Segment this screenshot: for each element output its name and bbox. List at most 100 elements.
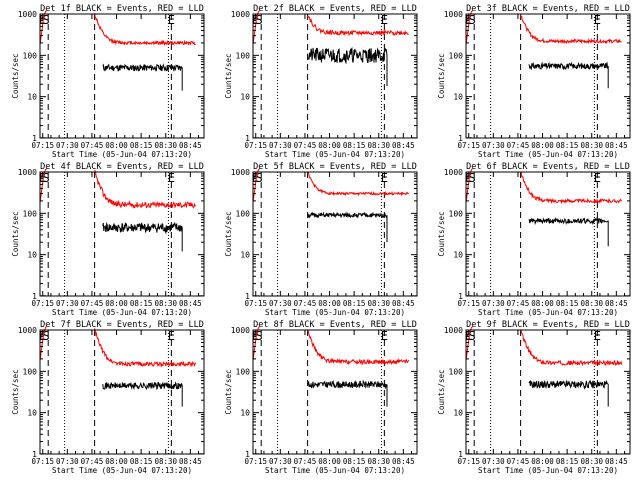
y-tick-label: 1000 <box>231 326 250 335</box>
y-tick-label: 10 <box>27 409 37 418</box>
x-tick-label: 08:15 <box>130 141 153 150</box>
y-axis-label: Counts/sec <box>437 369 446 414</box>
x-axis-label: Start Time (05-Jun-04 07:13:20) <box>265 466 405 475</box>
chart-title: Det 7f BLACK = Events, RED = LLD <box>40 320 204 330</box>
x-tick-label: 08:30 <box>154 457 177 466</box>
events-series-line <box>307 46 388 87</box>
plot-frame <box>252 329 418 455</box>
x-tick-label: 08:30 <box>580 141 603 150</box>
x-tick-label: 07:15 <box>457 141 480 150</box>
events-series-line <box>102 381 183 407</box>
lld-series-line <box>307 329 410 366</box>
x-tick-label: 07:45 <box>294 141 317 150</box>
lld-series-line <box>520 14 622 45</box>
chart-title: Det 4f BLACK = Events, RED = LLD <box>40 162 204 172</box>
x-tick-label: 08:45 <box>605 141 628 150</box>
y-axis-label: Counts/sec <box>224 369 233 414</box>
lld-series-line <box>520 329 623 367</box>
events-series-line <box>528 61 609 89</box>
lld-series-line <box>520 171 623 205</box>
lld-series-early-line <box>465 325 474 361</box>
x-tick-label: 08:30 <box>154 141 177 150</box>
marker-label: S <box>42 329 49 343</box>
x-tick-label: 08:15 <box>556 299 579 308</box>
y-axis-label: Counts/sec <box>11 369 20 414</box>
events-series-line <box>528 216 609 247</box>
marker-label: E <box>381 329 388 343</box>
events-series-line <box>102 221 183 252</box>
marker-label: E <box>381 171 388 185</box>
x-tick-label: 07:30 <box>482 141 505 150</box>
y-tick-label: 1000 <box>18 10 37 19</box>
y-tick-label: 1 <box>32 292 37 301</box>
x-tick-label: 07:15 <box>244 457 267 466</box>
events-series-line <box>528 379 609 407</box>
y-axis-label: Counts/sec <box>11 211 20 256</box>
y-tick-label: 1000 <box>444 10 463 19</box>
chart-title: Det 1f BLACK = Events, RED = LLD <box>40 4 204 14</box>
x-tick-label: 07:15 <box>244 299 267 308</box>
x-tick-label: 08:15 <box>343 457 366 466</box>
x-tick-label: 07:45 <box>507 299 530 308</box>
lld-series-early-line <box>39 167 48 203</box>
x-tick-label: 08:30 <box>580 457 603 466</box>
y-tick-label: 1 <box>458 450 463 459</box>
y-tick-label: 100 <box>449 209 464 218</box>
y-tick-label: 1 <box>245 450 250 459</box>
x-tick-label: 07:30 <box>56 141 79 150</box>
x-tick-label: 08:00 <box>105 299 128 308</box>
y-tick-label: 1000 <box>444 326 463 335</box>
x-tick-label: 08:45 <box>179 141 202 150</box>
plot-frame <box>39 171 205 297</box>
marker-label: E <box>594 329 601 343</box>
y-tick-label: 100 <box>23 209 38 218</box>
y-tick-label: 100 <box>236 367 251 376</box>
x-axis-label: Start Time (05-Jun-04 07:13:20) <box>52 150 192 159</box>
x-axis-label: Start Time (05-Jun-04 07:13:20) <box>478 466 618 475</box>
x-tick-label: 07:15 <box>31 141 54 150</box>
y-tick-label: 1 <box>32 450 37 459</box>
x-tick-label: 08:30 <box>367 299 390 308</box>
y-tick-label: 10 <box>453 93 463 102</box>
lld-series-line <box>94 13 196 47</box>
y-tick-label: 1000 <box>231 168 250 177</box>
y-tick-label: 100 <box>23 367 38 376</box>
x-axis-label: Start Time (05-Jun-04 07:13:20) <box>265 150 405 159</box>
x-tick-label: 07:30 <box>482 457 505 466</box>
x-tick-label: 08:15 <box>343 299 366 308</box>
x-tick-label: 07:45 <box>507 141 530 150</box>
x-tick-label: 07:15 <box>244 141 267 150</box>
x-tick-label: 08:00 <box>531 457 554 466</box>
lld-series-early-line <box>39 325 48 361</box>
lld-series-line <box>307 171 409 197</box>
lld-series-early-line <box>252 325 261 361</box>
x-tick-label: 07:45 <box>294 457 317 466</box>
y-tick-label: 100 <box>449 367 464 376</box>
marker-label: S <box>255 13 262 27</box>
y-tick-label: 1 <box>32 134 37 143</box>
y-tick-label: 100 <box>449 51 464 60</box>
x-tick-label: 07:30 <box>56 457 79 466</box>
marker-label: S <box>42 13 49 27</box>
y-tick-label: 10 <box>240 93 250 102</box>
x-axis-label: Start Time (05-Jun-04 07:13:20) <box>52 466 192 475</box>
x-tick-label: 07:45 <box>81 299 104 308</box>
y-tick-label: 100 <box>23 51 38 60</box>
chart-title: Det 6f BLACK = Events, RED = LLD <box>466 162 630 172</box>
x-tick-label: 08:45 <box>179 299 202 308</box>
plot-frame <box>252 13 418 139</box>
y-tick-label: 1 <box>245 292 250 301</box>
lld-series-early-line <box>252 167 261 203</box>
lld-series-line <box>94 328 197 368</box>
plot-frame <box>465 329 631 455</box>
chart-title: Det 9f BLACK = Events, RED = LLD <box>466 320 630 330</box>
x-tick-label: 08:00 <box>318 141 341 150</box>
x-tick-label: 07:15 <box>457 457 480 466</box>
x-tick-label: 08:15 <box>556 457 579 466</box>
